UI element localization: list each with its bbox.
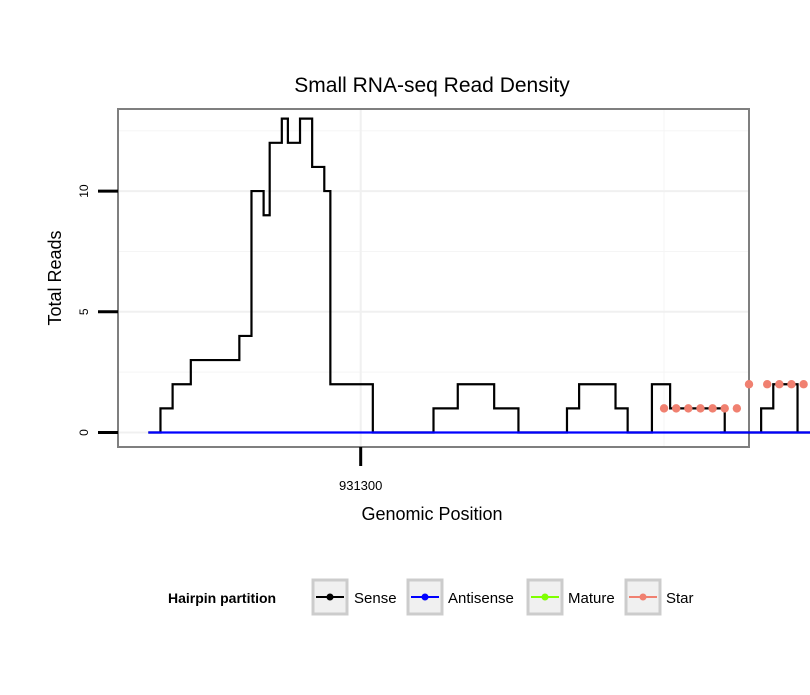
legend-item-star: Star (624, 578, 694, 616)
x-tick-label: 931300 (339, 478, 382, 493)
data-point-star (732, 404, 742, 413)
legend-label: Antisense (448, 590, 514, 607)
legend-key-point (421, 593, 429, 601)
legend-label: Mature (568, 590, 615, 607)
legend-item-antisense: Antisense (406, 578, 514, 616)
data-point-star (659, 404, 669, 413)
plot-panel (117, 108, 750, 448)
data-point-star (671, 404, 681, 413)
y-axis-label: Total Reads (45, 230, 65, 325)
legend-key-point (326, 593, 334, 601)
legend-key-point (639, 593, 647, 601)
data-point-star (708, 404, 717, 413)
data-point-star (720, 404, 729, 413)
legend-label: Sense (354, 590, 397, 607)
legend-item-mature: Mature (526, 578, 615, 616)
legend-title: Hairpin partition (168, 590, 276, 606)
legend: Hairpin partition Sense Antisense Mature St… (168, 578, 694, 616)
legend-label: Star (666, 590, 694, 607)
data-point-star (763, 380, 772, 389)
series-layer (148, 117, 810, 434)
data-point-star (744, 380, 754, 389)
data-point-star (775, 380, 784, 389)
legend-item-sense: Sense (311, 578, 397, 616)
data-point-star (684, 404, 693, 413)
series-line-sense (148, 117, 810, 434)
data-point-star (787, 380, 796, 389)
y-tick-label: 0 (77, 429, 91, 436)
chart-title: Small RNA-seq Read Density (294, 74, 570, 97)
data-point-star (799, 380, 808, 389)
axes: 0510931300931200 (77, 184, 382, 493)
data-point-star (696, 404, 705, 413)
legend-key-point (541, 593, 549, 601)
y-tick-label: 5 (77, 308, 91, 315)
y-tick-label: 10 (77, 184, 91, 198)
x-axis-label: Genomic Position (361, 504, 502, 524)
